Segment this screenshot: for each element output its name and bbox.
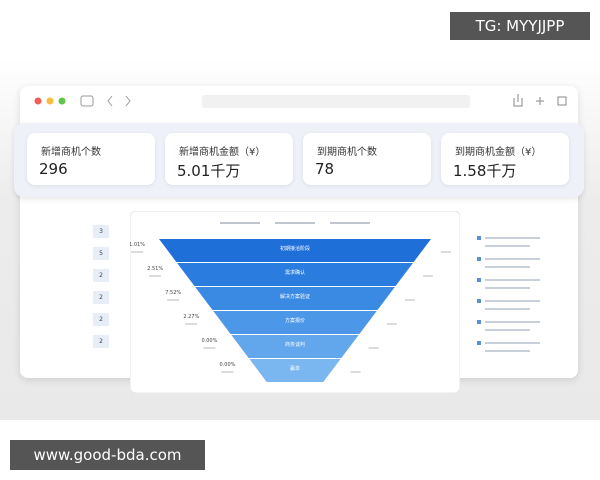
- stage-label: 商务谈判: [285, 341, 305, 348]
- conversion-rate: 0.00%: [201, 338, 217, 344]
- browser-toolbar: [34, 94, 567, 108]
- legend-list: [475, 230, 565, 360]
- left-column: 3 5 2 2 2 2: [55, 225, 115, 370]
- funnel-stage: [213, 311, 377, 334]
- stage-label: 需求确认: [285, 269, 305, 276]
- watermark-bottom: www.good-bda.com: [10, 440, 205, 470]
- kpi-card: 新增商机个数 296: [27, 133, 155, 185]
- kpi-value: 1.58千万: [453, 162, 517, 180]
- kpi-label: 到期商机个数: [317, 147, 377, 158]
- kpi-card: 新增商机金额（¥） 5.01千万: [165, 133, 293, 185]
- conversion-rate: 2.51%: [147, 266, 163, 272]
- stage-label: 解决方案验证: [280, 293, 310, 300]
- funnel-stage: [231, 335, 359, 358]
- funnel-stage: [159, 239, 431, 262]
- stage-label: 初期接洽阶段: [280, 245, 310, 252]
- kpi-label: 新增商机个数: [41, 147, 101, 158]
- conversion-rate: 1.01%: [130, 242, 145, 248]
- kpi-value: 5.01千万: [177, 162, 241, 180]
- stage-label: 赢单: [290, 365, 300, 372]
- count-box: 2: [93, 335, 109, 348]
- count-box: 2: [93, 313, 109, 326]
- kpi-label: 新增商机金额（¥）: [179, 147, 266, 158]
- conversion-rate: 7.52%: [165, 290, 181, 296]
- kpi-value: 296: [39, 160, 68, 178]
- watermark-top: TG: MYYJJPP: [450, 12, 590, 40]
- count-box: 2: [93, 269, 109, 282]
- funnel-panel: 初期接洽阶段 1.01% 需求确认 2.51% 解决方案验证 7.52% 方案报价 2.27%…: [130, 211, 460, 393]
- funnel-stage: [195, 287, 395, 310]
- conversion-rate: 2.27%: [183, 314, 199, 320]
- funnel-stage: [249, 359, 341, 382]
- funnel-stage: [177, 263, 413, 286]
- legend-lines: [477, 236, 540, 352]
- conversion-rate: 0.00%: [220, 362, 236, 368]
- count-box: 5: [93, 247, 109, 260]
- count-box: 2: [93, 291, 109, 304]
- count-box: 3: [93, 225, 109, 238]
- kpi-card: 到期商机个数 78: [303, 133, 431, 185]
- kpi-label: 到期商机金额（¥）: [455, 147, 542, 158]
- stage-label: 方案报价: [285, 317, 305, 324]
- kpi-value: 78: [315, 160, 335, 178]
- kpi-card: 到期商机金额（¥） 1.58千万: [441, 133, 569, 185]
